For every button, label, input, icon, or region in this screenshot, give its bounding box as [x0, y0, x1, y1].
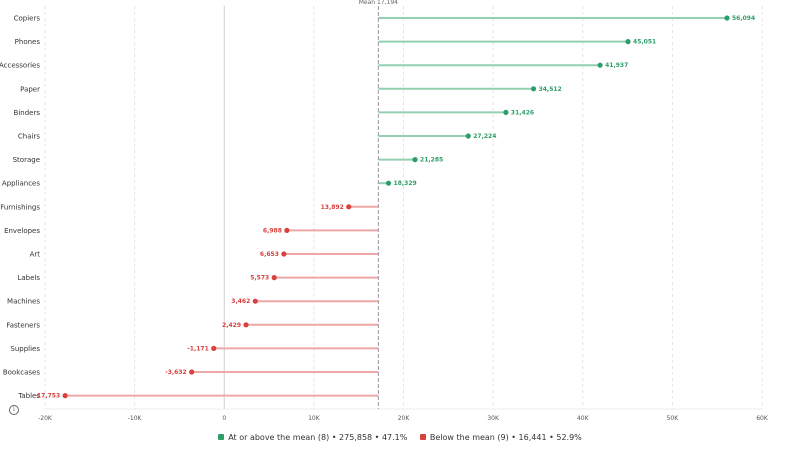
category-label: Copiers: [14, 15, 41, 23]
category-labels: Copiers Phones Accessories Paper Binders Chai…: [0, 15, 40, 401]
lollipop-dot: [189, 369, 195, 375]
lollipop-dot: [281, 251, 287, 257]
category-label: Art: [30, 251, 41, 259]
legend-item-above[interactable]: At or above the mean (8) • 275,858 • 47.…: [218, 433, 407, 442]
lollipop-dots: [62, 15, 730, 399]
lollipop-dot: [724, 15, 730, 21]
category-label: Bookcases: [3, 369, 41, 377]
x-tick-label: -20K: [38, 415, 53, 422]
category-label: Accessories: [0, 62, 40, 70]
value-label: 3,462: [231, 298, 250, 305]
lollipop-chart: -20K -10K 0 10K 20K 30K 40K 50K 60K Mean 17,194 …: [0, 0, 769, 422]
lollipop-dot: [503, 109, 509, 115]
category-label: Binders: [14, 109, 41, 117]
lollipop-dot: [271, 275, 277, 281]
value-label: 2,429: [222, 322, 241, 329]
legend-label-below: Below the mean (9) • 16,441 • 52.9%: [429, 433, 582, 442]
lollipop-dot: [412, 157, 418, 163]
value-label: 6,988: [263, 227, 282, 234]
lollipop-dot: [284, 227, 290, 233]
lollipop-dot: [385, 180, 392, 186]
x-tick-label: 60K: [756, 415, 769, 422]
category-label: Phones: [15, 38, 41, 46]
lollipop-dot: [252, 298, 258, 304]
x-tick-label: 20K: [398, 415, 411, 422]
x-tick-label: 10K: [308, 415, 321, 422]
lollipop-dot: [346, 204, 352, 210]
value-label: 31,426: [511, 109, 534, 116]
lollipop-dot: [211, 345, 217, 351]
category-label: Tables: [17, 392, 40, 400]
value-label: 21,285: [420, 157, 443, 164]
value-label: 6,653: [260, 251, 279, 258]
lollipop-dot: [62, 393, 68, 399]
category-label: Chairs: [18, 133, 40, 141]
x-axis-ticks: -20K -10K 0 10K 20K 30K 40K 50K 60K: [38, 415, 769, 422]
value-label: 27,224: [473, 133, 496, 140]
value-label: 34,512: [539, 86, 562, 93]
x-tick-label: 30K: [487, 415, 500, 422]
grid-lines: [44, 6, 763, 410]
lollipop-stems: [65, 17, 727, 397]
legend-swatch-above: [218, 433, 225, 440]
legend: At or above the mean (8) • 275,858 • 47.…: [0, 433, 800, 442]
value-label: 45,051: [633, 39, 656, 46]
value-label: 18,329: [394, 180, 417, 187]
category-label: Paper: [20, 85, 40, 93]
lollipop-dot: [625, 39, 631, 45]
mean-label: Mean 17,194: [359, 0, 398, 6]
legend-label-above: At or above the mean (8) • 275,858 • 47.…: [228, 433, 408, 442]
category-label: Fasteners: [6, 321, 40, 329]
info-icon[interactable]: i: [9, 405, 19, 415]
value-label: -3,632: [165, 369, 186, 376]
category-label: Furnishings: [0, 203, 40, 211]
lollipop-dot: [465, 133, 471, 139]
value-label: 13,892: [321, 204, 344, 211]
x-tick-label: 40K: [577, 415, 590, 422]
legend-item-below[interactable]: Below the mean (9) • 16,441 • 52.9%: [419, 433, 582, 442]
value-label: -17,753: [34, 393, 60, 400]
legend-swatch-below: [419, 433, 426, 440]
category-label: Supplies: [10, 345, 40, 353]
value-label: -1,171: [187, 345, 208, 352]
value-label: 5,573: [250, 275, 269, 282]
lollipop-dot: [530, 86, 537, 92]
x-tick-label: -10K: [128, 415, 143, 422]
value-labels: 56,094 45,051 41,937 34,512 31,426 27,224 21,2…: [34, 15, 755, 400]
category-label: Labels: [17, 274, 40, 282]
value-label: 41,937: [605, 62, 628, 69]
lollipop-dot: [243, 322, 249, 328]
category-label: Appliances: [2, 180, 40, 188]
mean-reference: Mean 17,194: [359, 0, 398, 409]
x-tick-label: 0: [222, 415, 226, 422]
x-tick-label: 50K: [667, 415, 680, 422]
value-label: 56,094: [732, 15, 755, 22]
category-label: Envelopes: [4, 227, 40, 235]
category-label: Storage: [13, 156, 40, 164]
category-label: Machines: [7, 298, 40, 306]
lollipop-dot: [597, 62, 603, 68]
